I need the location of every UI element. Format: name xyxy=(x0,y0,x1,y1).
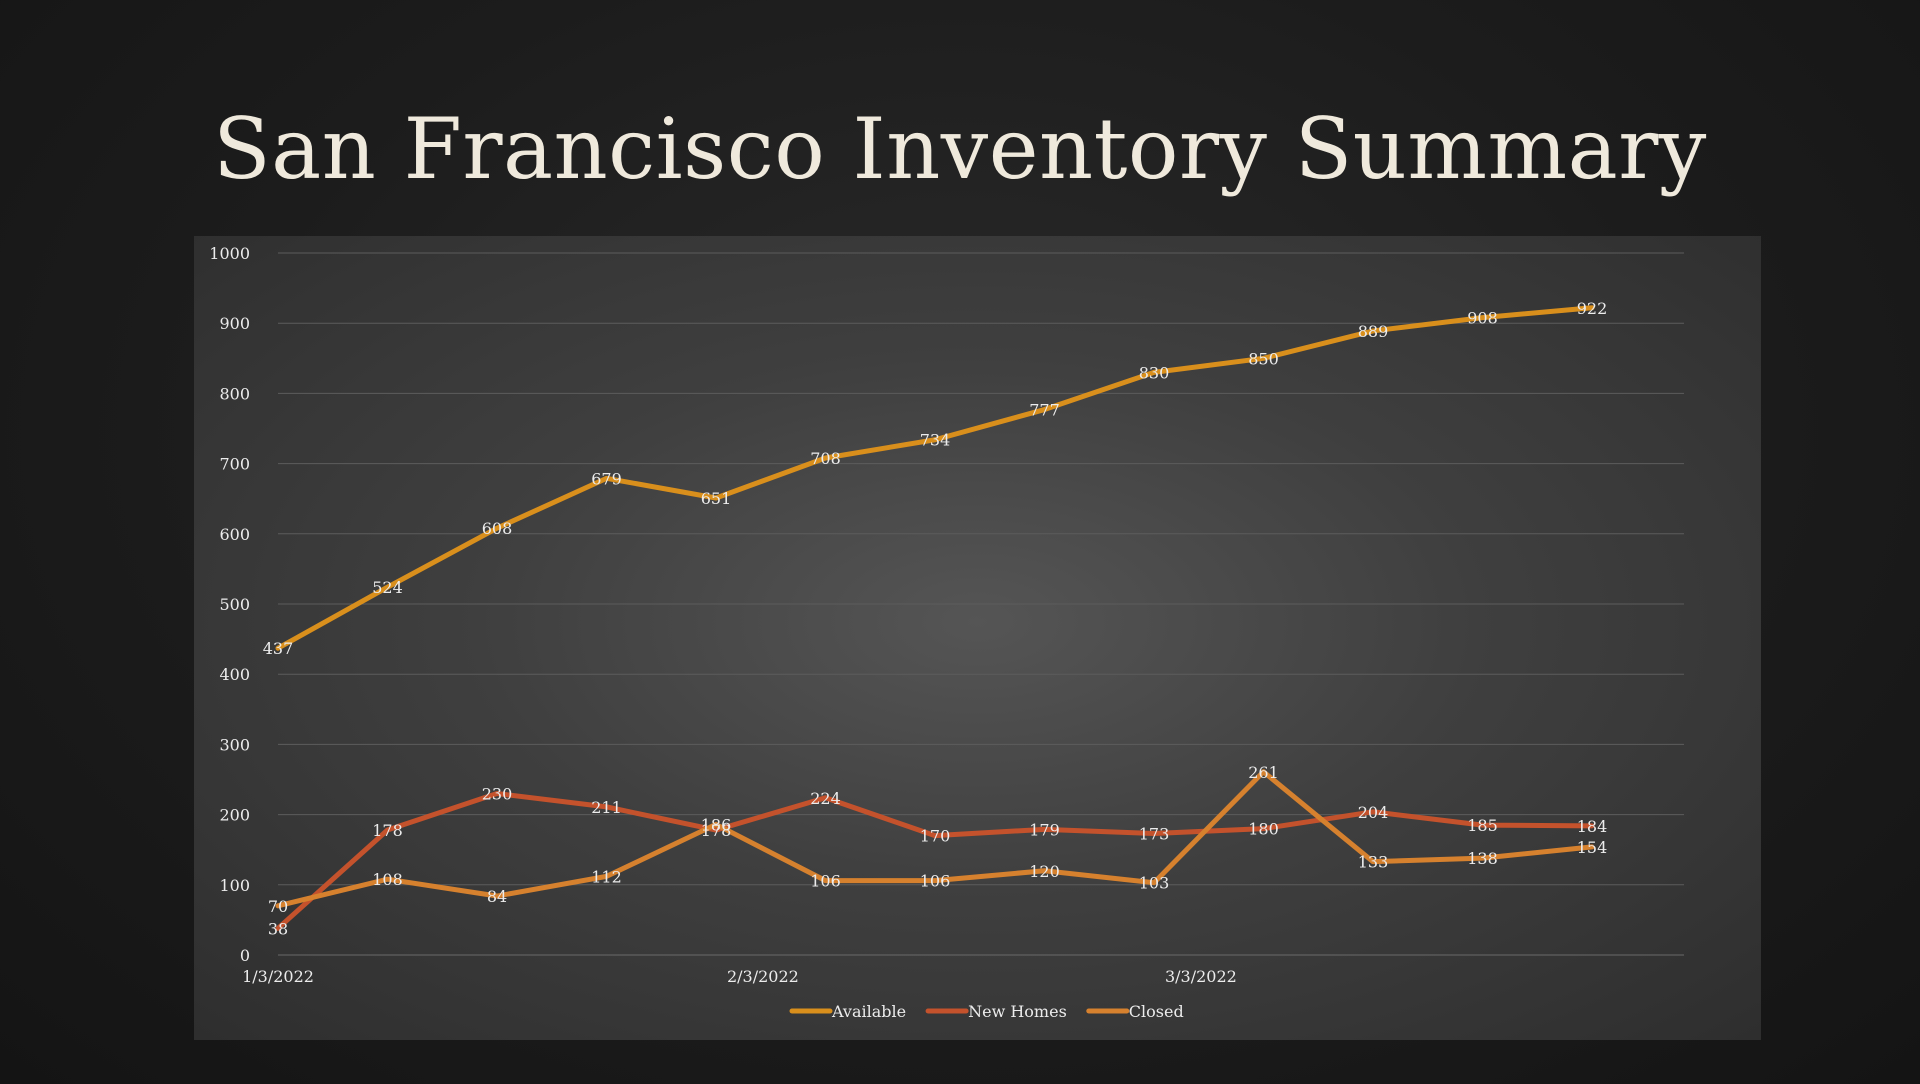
data-label-available: 908 xyxy=(1467,309,1498,328)
data-label-available: 679 xyxy=(591,469,622,488)
x-tick-label: 3/3/2022 xyxy=(1165,967,1237,986)
legend-label-available: Available xyxy=(831,1002,906,1021)
data-label-new-homes: 179 xyxy=(1029,820,1060,839)
data-label-available: 830 xyxy=(1139,363,1170,382)
data-label-new-homes: 224 xyxy=(810,789,841,808)
legend-label-closed: Closed xyxy=(1129,1002,1184,1021)
data-label-closed: 138 xyxy=(1467,849,1498,868)
y-tick-label: 0 xyxy=(240,946,250,965)
data-label-available: 651 xyxy=(701,489,732,508)
y-tick-label: 200 xyxy=(219,806,250,825)
data-label-new-homes: 180 xyxy=(1248,820,1279,839)
data-label-available: 524 xyxy=(372,578,403,597)
y-tick-label: 100 xyxy=(219,876,250,895)
data-label-new-homes: 230 xyxy=(482,785,513,804)
series-line-new-homes xyxy=(275,791,1595,931)
x-tick-label: 2/3/2022 xyxy=(727,967,799,986)
data-label-new-homes: 184 xyxy=(1577,817,1608,836)
legend: Available New Homes Closed xyxy=(789,1002,1184,1021)
data-label-closed: 120 xyxy=(1029,862,1060,881)
data-label-new-homes: 211 xyxy=(591,798,622,817)
y-tick-label: 400 xyxy=(219,665,250,684)
data-label-new-homes: 178 xyxy=(372,821,403,840)
legend-label-new-homes: New Homes xyxy=(968,1002,1067,1021)
data-label-available: 608 xyxy=(482,519,513,538)
data-label-available: 734 xyxy=(920,431,951,450)
x-tick-label: 1/3/2022 xyxy=(242,967,314,986)
slide-title: San Francisco Inventory Summary xyxy=(213,100,1707,198)
data-label-available: 708 xyxy=(810,449,841,468)
line-chart: 0 100 200 300 400 500 600 700 800 900 1000 1/3/202… xyxy=(209,244,1684,1021)
data-label-available: 850 xyxy=(1248,349,1279,368)
data-labels: 437 524 608 679 651 708 734 777 830 850 889 908 922 3… xyxy=(263,299,1608,939)
y-tick-label: 900 xyxy=(219,314,250,333)
series-lines xyxy=(275,305,1595,931)
data-label-closed: 103 xyxy=(1139,874,1170,893)
data-label-closed: 261 xyxy=(1248,763,1279,782)
y-tick-label: 700 xyxy=(219,455,250,474)
y-tick-label: 600 xyxy=(219,525,250,544)
data-label-new-homes: 173 xyxy=(1139,825,1170,844)
data-label-available: 889 xyxy=(1358,322,1389,341)
data-label-closed: 112 xyxy=(591,867,622,886)
y-tick-label: 500 xyxy=(219,595,250,614)
data-label-new-homes: 38 xyxy=(268,919,288,938)
data-label-new-homes: 170 xyxy=(920,827,951,846)
data-label-closed: 84 xyxy=(487,887,507,906)
y-axis-tick-labels: 0 100 200 300 400 500 600 700 800 900 1000 xyxy=(209,244,250,965)
data-label-closed: 106 xyxy=(920,872,951,891)
data-label-new-homes: 185 xyxy=(1467,816,1498,835)
data-label-closed: 108 xyxy=(372,870,403,889)
series-line-closed xyxy=(275,769,1595,909)
x-axis-tick-labels: 1/3/2022 2/3/2022 3/3/2022 xyxy=(242,967,1237,986)
chart-panel: 0 100 200 300 400 500 600 700 800 900 1000 1/3/202… xyxy=(194,236,1761,1040)
data-label-available: 922 xyxy=(1577,299,1608,318)
series-line-available xyxy=(275,305,1595,651)
data-label-new-homes: 178 xyxy=(701,821,732,840)
y-tick-label: 300 xyxy=(219,735,250,754)
data-label-closed: 70 xyxy=(268,897,288,916)
data-label-available: 437 xyxy=(263,639,294,658)
y-tick-label: 800 xyxy=(219,384,250,403)
data-label-closed: 186 xyxy=(701,815,732,834)
data-label-closed: 106 xyxy=(810,872,841,891)
data-label-closed: 133 xyxy=(1358,853,1389,872)
data-label-closed: 154 xyxy=(1577,838,1608,857)
y-tick-label: 1000 xyxy=(209,244,250,263)
data-label-new-homes: 204 xyxy=(1358,803,1389,822)
data-label-available: 777 xyxy=(1029,401,1060,420)
